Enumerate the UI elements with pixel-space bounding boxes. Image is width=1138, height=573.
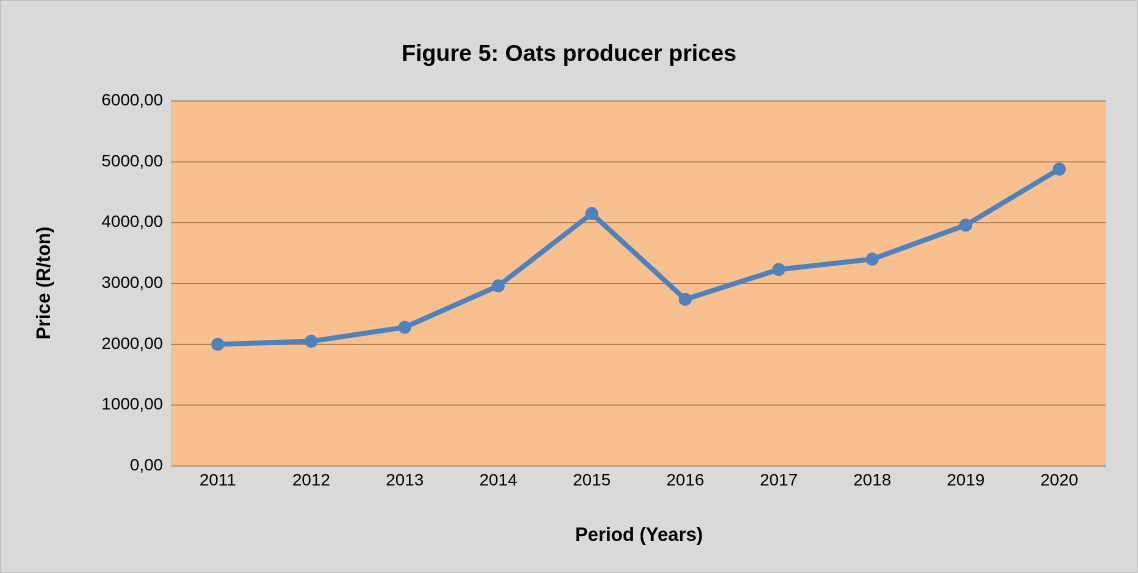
data-point bbox=[865, 252, 879, 266]
y-tick-label: 4000,00 bbox=[102, 212, 163, 231]
x-tick-label: 2019 bbox=[947, 470, 985, 489]
y-tick-label: 1000,00 bbox=[102, 395, 163, 414]
data-point bbox=[491, 279, 505, 293]
x-tick-label: 2013 bbox=[386, 470, 424, 489]
chart-title: Figure 5: Oats producer prices bbox=[402, 40, 737, 66]
y-tick-label: 5000,00 bbox=[102, 151, 163, 170]
x-tick-label: 2015 bbox=[573, 470, 611, 489]
x-tick-label: 2011 bbox=[199, 470, 236, 489]
data-point bbox=[585, 207, 599, 221]
x-tick-label: 2012 bbox=[292, 470, 330, 489]
data-point bbox=[398, 320, 412, 334]
y-tick-label: 0,00 bbox=[130, 455, 163, 474]
x-tick-label: 2016 bbox=[666, 470, 704, 489]
y-tick-label: 2000,00 bbox=[102, 334, 163, 353]
data-point bbox=[678, 292, 692, 306]
y-axis-title: Price (R/ton) bbox=[34, 227, 55, 340]
x-axis-title: Period (Years) bbox=[575, 525, 703, 546]
data-point bbox=[772, 263, 786, 277]
x-tick-label: 2014 bbox=[479, 470, 517, 489]
data-point bbox=[304, 334, 318, 348]
series-line bbox=[217, 166, 1061, 347]
x-tick-label: 2020 bbox=[1040, 470, 1078, 489]
data-point bbox=[1052, 162, 1066, 176]
y-tick-label: 6000,00 bbox=[102, 90, 163, 109]
data-point bbox=[959, 218, 973, 232]
y-tick-label: 3000,00 bbox=[102, 273, 163, 292]
x-tick-label: 2017 bbox=[760, 470, 798, 489]
x-tick-label: 2018 bbox=[853, 470, 891, 489]
data-point bbox=[211, 337, 225, 351]
